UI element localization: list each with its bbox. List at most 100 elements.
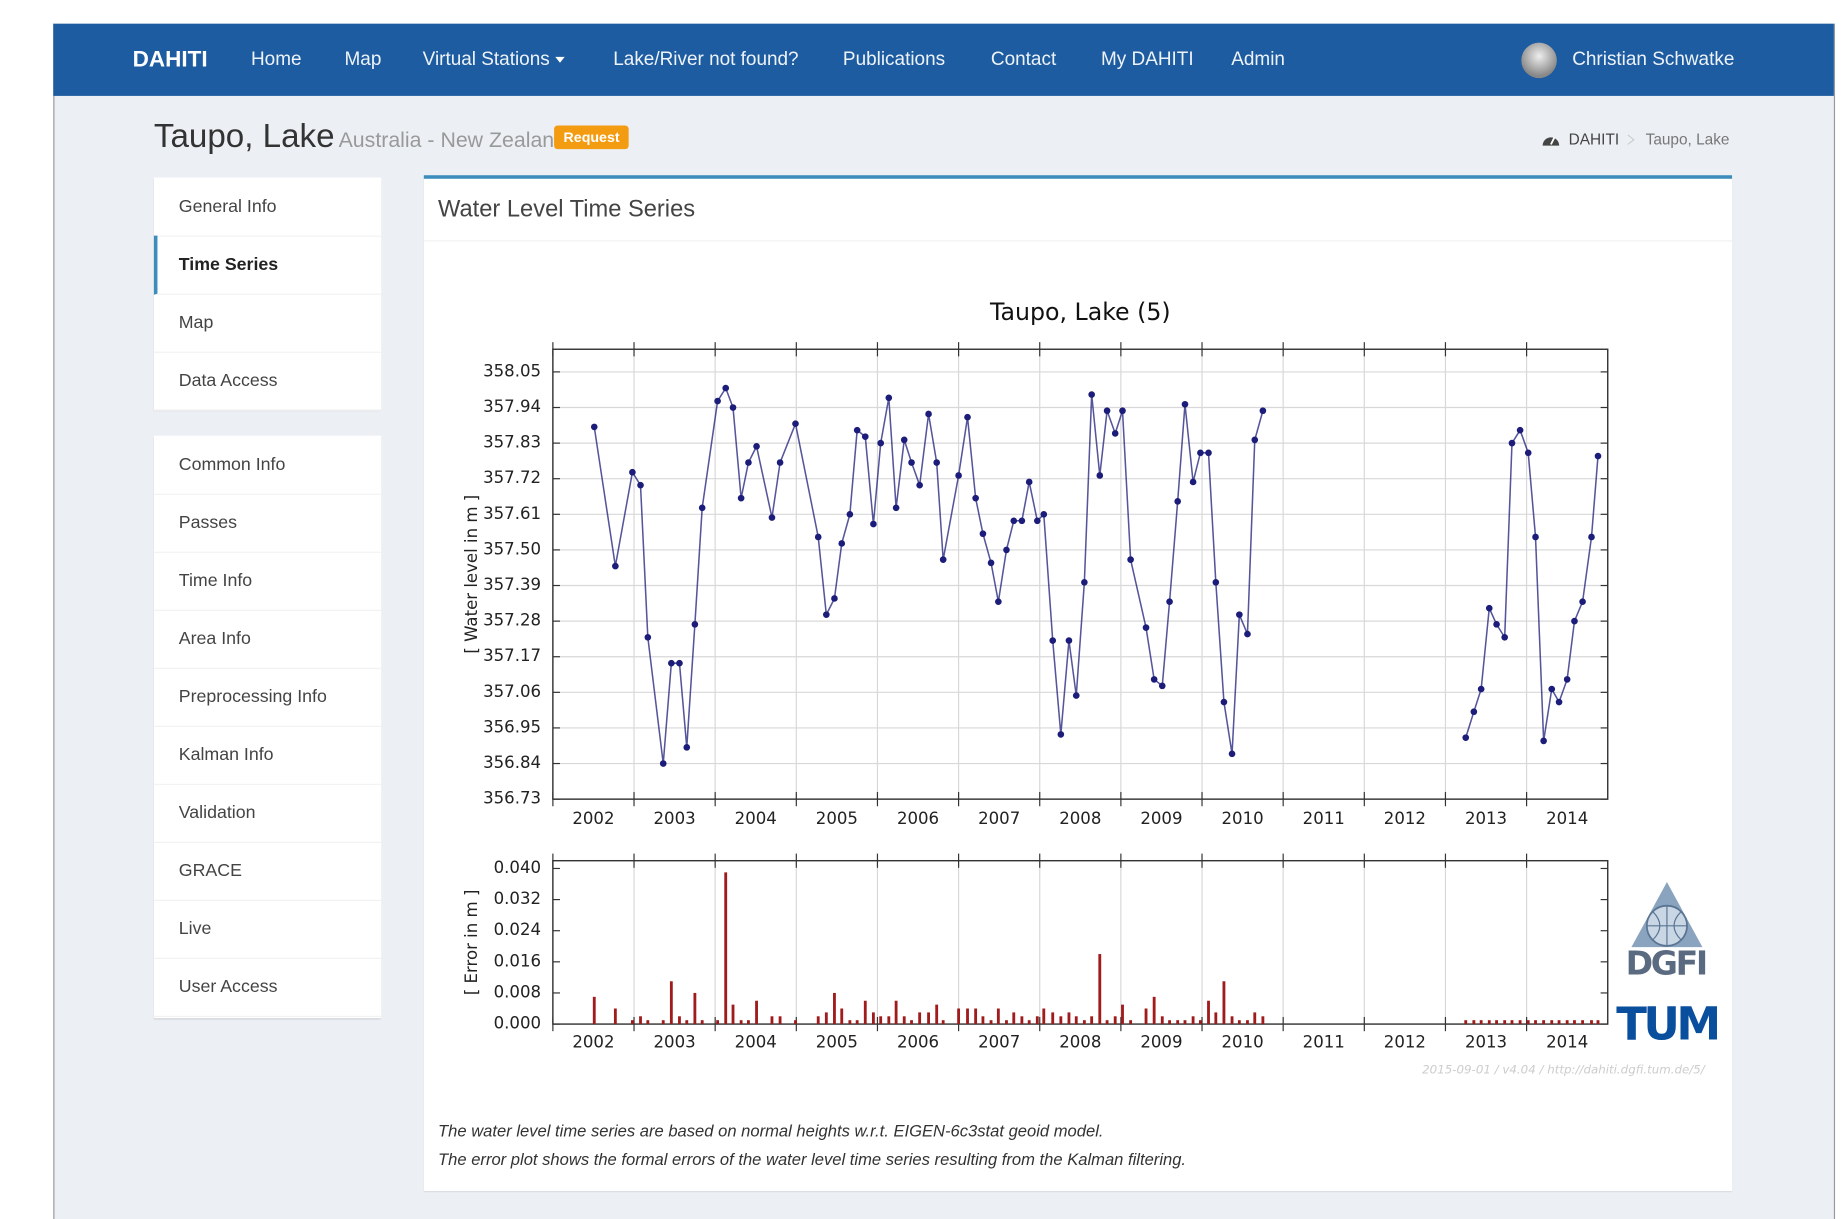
data-point	[683, 744, 690, 751]
y-tick-label: 356.84	[483, 753, 541, 772]
data-point	[1019, 517, 1026, 524]
bar	[1020, 1016, 1023, 1024]
data-point	[862, 433, 869, 440]
bar	[1068, 1012, 1071, 1024]
bar	[957, 1009, 960, 1025]
data-point	[933, 459, 940, 466]
bar	[1495, 1020, 1498, 1024]
bar	[1223, 981, 1226, 1024]
x-tick-label: 2013	[1465, 809, 1507, 828]
bar	[1145, 1009, 1148, 1025]
data-point	[1112, 430, 1119, 437]
bar	[639, 1016, 642, 1024]
bar	[1114, 1016, 1117, 1024]
bar	[990, 1020, 993, 1024]
bar	[1036, 1016, 1039, 1024]
data-point	[1003, 547, 1010, 554]
data-point	[831, 595, 838, 602]
data-point	[980, 530, 987, 537]
x-tick-label: 2007	[978, 1033, 1020, 1052]
data-point	[1081, 579, 1088, 586]
bar	[1253, 1012, 1256, 1024]
bar	[1214, 1012, 1217, 1024]
data-point	[1040, 511, 1047, 518]
bar	[1231, 1016, 1234, 1024]
y-tick-label: 356.73	[483, 789, 541, 808]
chart-title: Taupo, Lake (5)	[989, 298, 1171, 326]
data-point	[877, 440, 884, 447]
bar	[1192, 1016, 1195, 1024]
data-point	[1244, 631, 1251, 638]
x-tick-label: 2006	[897, 809, 939, 828]
data-point	[1221, 699, 1228, 706]
bar	[747, 1020, 750, 1024]
data-point	[676, 660, 683, 667]
y-tick-label: 0.000	[494, 1014, 541, 1033]
bar	[942, 1020, 945, 1024]
data-point	[1119, 407, 1126, 414]
data-point	[1486, 605, 1493, 612]
y-axis-label: [ Error in m ]	[462, 890, 481, 996]
y-tick-label: 0.008	[494, 982, 541, 1001]
dgfi-logo	[1631, 882, 1702, 947]
bar	[997, 1009, 1000, 1025]
bar	[685, 1020, 688, 1024]
bar	[1168, 1020, 1171, 1024]
bar	[1012, 1012, 1015, 1024]
data-point	[823, 611, 830, 618]
data-point	[645, 634, 652, 641]
bar	[903, 1016, 906, 1024]
data-point	[885, 394, 892, 401]
bar	[1005, 1020, 1008, 1024]
data-point	[1151, 676, 1158, 683]
bar	[879, 1016, 882, 1024]
data-point	[838, 540, 845, 547]
data-point	[777, 459, 784, 466]
y-tick-label: 0.032	[494, 889, 541, 908]
y-tick-label: 357.61	[483, 504, 541, 523]
data-point	[955, 472, 962, 479]
y-tick-label: 0.016	[494, 951, 541, 970]
page: DAHITI Home Map Virtual Stations Lake/Ri…	[0, 0, 1847, 1219]
charts: 2015-09-01 / v4.04 / http://dahiti.dgfi.…	[0, 0, 1847, 1219]
data-point	[1213, 579, 1220, 586]
bar	[646, 1020, 649, 1024]
data-point	[1166, 598, 1173, 605]
bar	[631, 1020, 634, 1024]
x-tick-label: 2008	[1059, 1033, 1101, 1052]
bar	[1488, 1020, 1491, 1024]
data-point	[1501, 634, 1508, 641]
bar	[974, 1009, 977, 1025]
data-point	[1034, 517, 1041, 524]
data-point	[1251, 437, 1258, 444]
data-point	[1096, 472, 1103, 479]
logo-text: DGFI	[1626, 943, 1706, 982]
bar	[1590, 1020, 1593, 1024]
bar	[1246, 1020, 1249, 1024]
y-tick-label: 358.05	[483, 361, 541, 380]
bar	[1261, 1016, 1264, 1024]
x-tick-label: 2010	[1222, 1033, 1264, 1052]
bar	[895, 1001, 898, 1024]
data-point	[1517, 427, 1524, 434]
data-point	[1088, 391, 1095, 398]
bar	[771, 1016, 774, 1024]
x-tick-label: 2010	[1222, 809, 1264, 828]
bar	[1566, 1020, 1569, 1024]
y-tick-label: 357.83	[483, 433, 541, 452]
stamp: 2015-09-01 / v4.04 / http://dahiti.dgfi.…	[1422, 1063, 1707, 1077]
bar	[1573, 1020, 1576, 1024]
x-tick-label: 2006	[897, 1033, 939, 1052]
y-tick-label: 357.17	[483, 646, 541, 665]
data-point	[893, 505, 900, 512]
data-point	[1049, 637, 1056, 644]
x-tick-label: 2009	[1140, 809, 1182, 828]
data-point	[1182, 401, 1189, 408]
data-point	[1462, 734, 1469, 741]
bar	[1028, 1020, 1031, 1024]
data-point	[1104, 407, 1111, 414]
bar	[856, 1020, 859, 1024]
bar	[840, 1009, 843, 1025]
data-point	[692, 621, 699, 628]
data-point	[1190, 479, 1197, 486]
